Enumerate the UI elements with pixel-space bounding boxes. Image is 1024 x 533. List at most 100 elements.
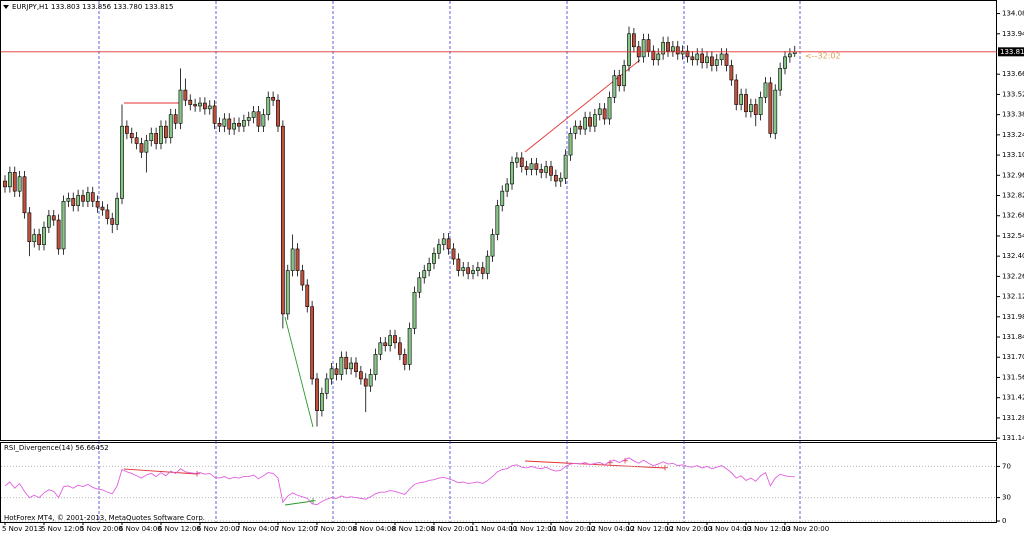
candle-body bbox=[300, 270, 305, 286]
candle-body bbox=[573, 125, 578, 134]
x-tick-label: 8 Nov 04:00 bbox=[353, 525, 396, 533]
x-tick-label: 6 Nov 12:00 bbox=[158, 525, 201, 533]
y-tick-label: 132.960 bbox=[1002, 171, 1024, 179]
y-tick-label: 134.080 bbox=[1002, 10, 1024, 18]
candle-body bbox=[617, 75, 622, 87]
candle-body bbox=[115, 198, 120, 225]
candle-body bbox=[266, 97, 271, 115]
candle-body bbox=[202, 102, 207, 110]
candle-body bbox=[280, 125, 285, 315]
candle-body bbox=[85, 192, 90, 202]
x-tick-label: 13 Nov 20:00 bbox=[782, 525, 829, 533]
y-tick-label: 131.280 bbox=[1002, 414, 1024, 422]
candle-body bbox=[583, 117, 588, 130]
candle-body bbox=[402, 354, 407, 365]
candle-body bbox=[685, 50, 690, 58]
candle-body bbox=[51, 215, 56, 221]
candle-body bbox=[90, 192, 95, 202]
candle-body bbox=[378, 342, 383, 355]
candle-body bbox=[753, 104, 758, 115]
candle-body bbox=[46, 215, 51, 228]
candle-body bbox=[393, 335, 397, 344]
candle-body bbox=[787, 53, 792, 58]
candle-body bbox=[495, 205, 500, 235]
y-tick-label: 133.940 bbox=[1002, 30, 1024, 38]
divergence-lines: + + + + + bbox=[123, 59, 669, 507]
candle-body bbox=[193, 104, 198, 107]
day-separators bbox=[98, 1, 801, 522]
candle-body bbox=[373, 354, 378, 375]
y-tick-label: 131.140 bbox=[1002, 434, 1024, 442]
candle-body bbox=[358, 371, 363, 380]
candle-body bbox=[534, 163, 539, 170]
candle-body bbox=[524, 166, 529, 170]
candle-body bbox=[432, 252, 436, 264]
candle-body bbox=[3, 180, 7, 188]
candle-body bbox=[466, 267, 471, 274]
indicator-tick-label: 30 bbox=[1002, 494, 1011, 502]
candle-body bbox=[207, 105, 212, 110]
y-tick-label: 132.400 bbox=[1002, 252, 1024, 260]
bullish-divergence bbox=[284, 500, 314, 506]
candle-body bbox=[168, 114, 173, 139]
candle-body bbox=[758, 97, 763, 115]
candle-body bbox=[480, 267, 485, 274]
candle-body bbox=[675, 46, 680, 55]
candle-body bbox=[748, 104, 753, 113]
candle-body bbox=[500, 190, 505, 206]
candle-body bbox=[670, 46, 675, 52]
candle-body bbox=[110, 218, 115, 225]
candle-body bbox=[700, 53, 705, 63]
main-panel-border bbox=[0, 0, 997, 441]
candle-body bbox=[471, 270, 475, 274]
candle-body bbox=[446, 238, 451, 250]
candle-body bbox=[388, 335, 393, 346]
candle-body bbox=[412, 291, 417, 329]
y-tick-label: 133.240 bbox=[1002, 131, 1024, 139]
candle-body bbox=[144, 140, 149, 153]
indicator-title: RSI_Divergence(14) 56.66452 bbox=[4, 444, 109, 452]
menu-arrow[interactable] bbox=[3, 5, 9, 9]
candle-body bbox=[705, 56, 709, 63]
candle-body bbox=[241, 120, 246, 127]
chart-header: EURJPY,H1 133.803 133.856 133.780 133.81… bbox=[12, 3, 173, 11]
bearish-divergence bbox=[524, 460, 666, 469]
candle-body bbox=[461, 267, 466, 271]
candle-body bbox=[310, 306, 315, 380]
candle-body bbox=[124, 125, 129, 134]
candle-body bbox=[290, 248, 295, 271]
candle-body bbox=[139, 143, 144, 153]
candle-body bbox=[22, 176, 27, 214]
candle-body bbox=[607, 97, 612, 120]
candle-body bbox=[12, 172, 17, 192]
candle-body bbox=[339, 356, 344, 375]
candle-body bbox=[217, 123, 222, 127]
candle-body bbox=[383, 342, 388, 346]
divergence-marker: + bbox=[606, 459, 614, 469]
candle-body bbox=[651, 50, 656, 61]
candle-body bbox=[783, 56, 787, 69]
candle-body bbox=[549, 166, 553, 176]
y-tick-label: 131.560 bbox=[1002, 373, 1024, 381]
candle-body bbox=[256, 111, 261, 127]
candle-body bbox=[622, 65, 627, 87]
candle-body bbox=[417, 277, 422, 293]
y-tick-label: 131.700 bbox=[1002, 353, 1024, 361]
x-tick-label: 13 Nov 12:00 bbox=[743, 525, 790, 533]
candle-body bbox=[588, 117, 592, 127]
candle-body bbox=[709, 56, 714, 66]
x-tick-label: 6 Nov 04:00 bbox=[119, 525, 162, 533]
candle-body bbox=[451, 248, 456, 260]
indicator-tick-label: 0 bbox=[1002, 517, 1006, 525]
candle-body bbox=[441, 238, 446, 245]
candle-body bbox=[61, 200, 66, 250]
candle-body bbox=[666, 42, 670, 52]
x-tick-label: 12 Nov 12:00 bbox=[626, 525, 673, 533]
candle-body bbox=[568, 133, 573, 156]
candle-body bbox=[227, 118, 232, 130]
candle-body bbox=[237, 123, 241, 127]
candle-body bbox=[505, 183, 510, 192]
x-tick-label: 6 Nov 20:00 bbox=[197, 525, 240, 533]
y-tick-label: 132.820 bbox=[1002, 192, 1024, 200]
